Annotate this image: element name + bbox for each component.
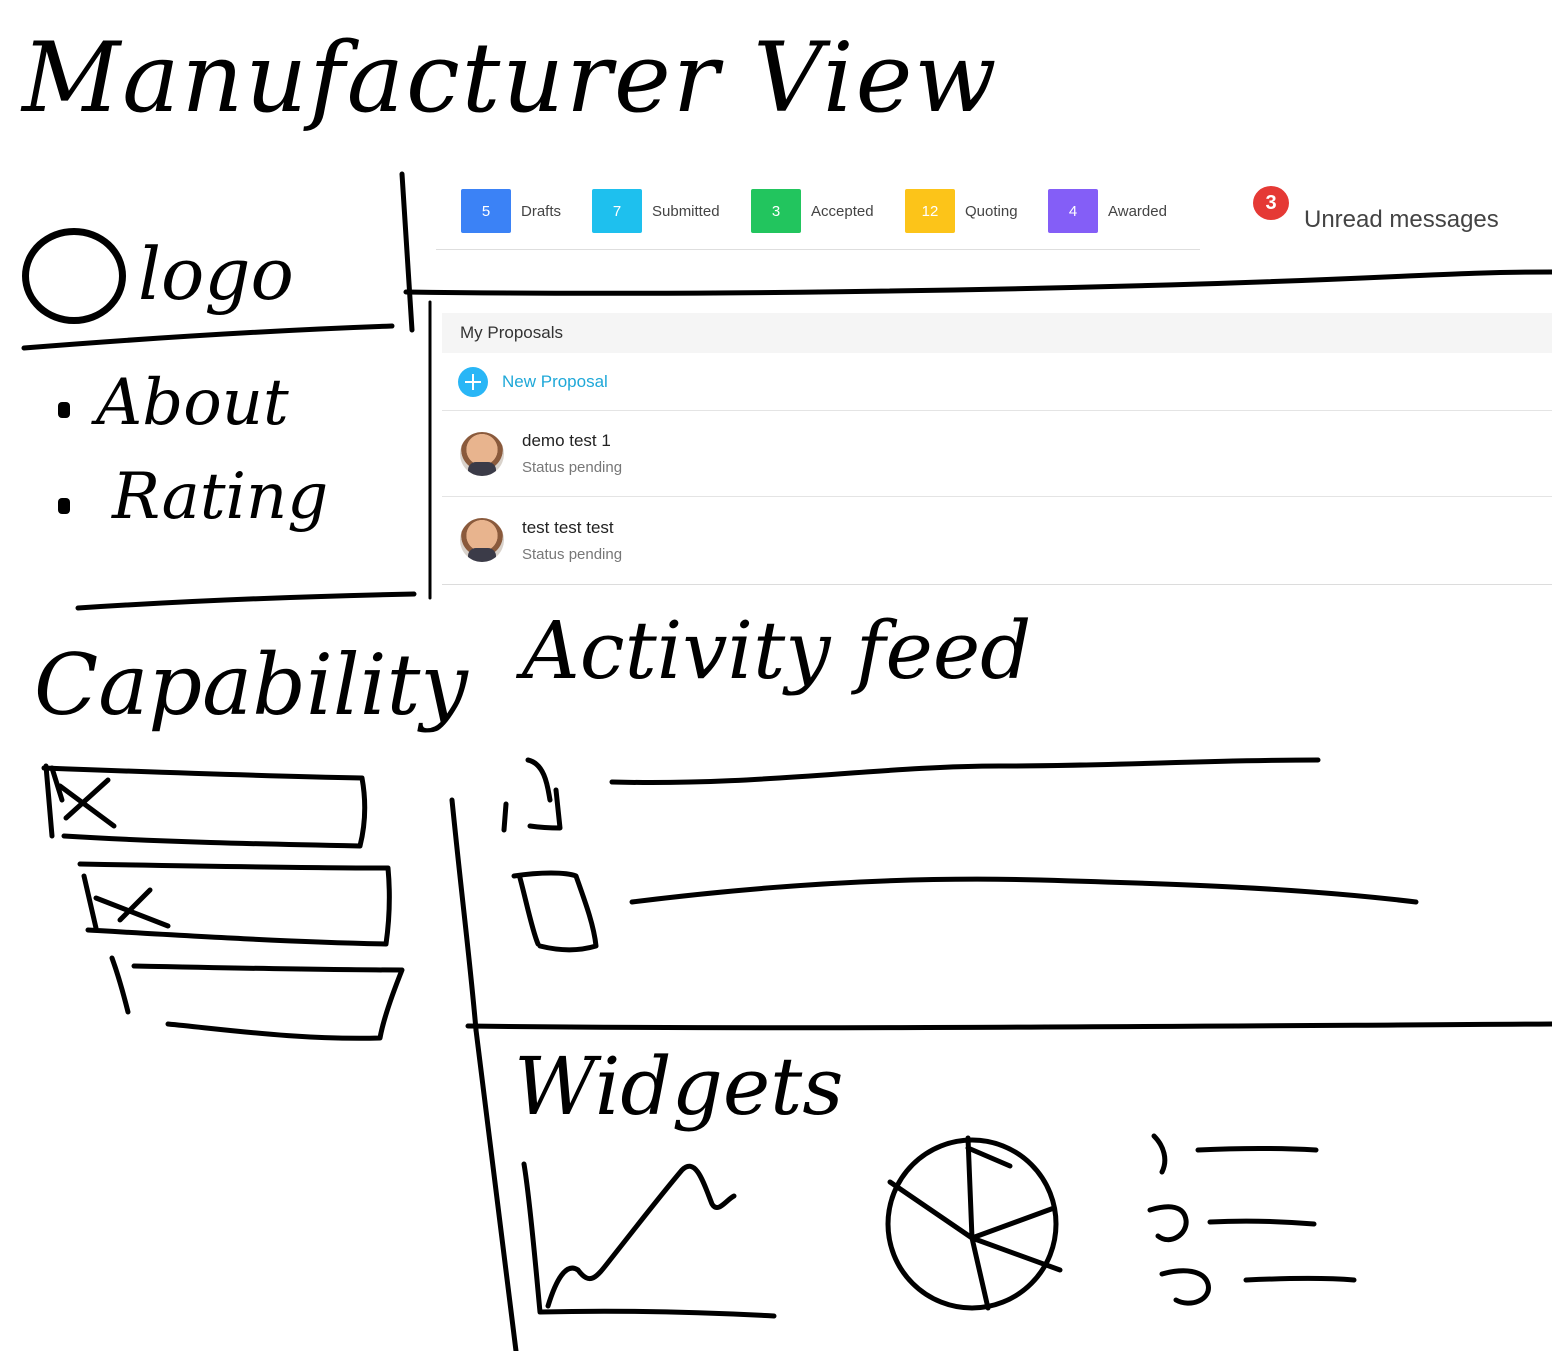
list-widget-item-2 — [1147, 1204, 1317, 1243]
sidebar-item-about[interactable]: About — [96, 366, 289, 440]
logo-underline — [21, 323, 395, 351]
capability-item-3 — [109, 955, 405, 1041]
status-accepted-label: Accepted — [811, 202, 874, 220]
proposal-row[interactable]: test test test Status pending — [442, 497, 1552, 583]
capability-item-1 — [41, 763, 368, 849]
sidebar-section-divider — [75, 591, 417, 611]
proposals-header: My Proposals — [442, 313, 1552, 353]
logo-circle-icon — [22, 228, 126, 324]
unread-count-badge: 3 — [1253, 186, 1289, 220]
pie-chart-widget — [885, 1135, 1063, 1311]
unread-messages-label: Unread messages — [1304, 206, 1499, 233]
unread-messages[interactable]: 3 Unread messages — [1253, 186, 1499, 234]
line-chart-widget — [521, 1161, 777, 1319]
status-accepted-count: 3 — [751, 189, 801, 233]
sidebar-item-rating[interactable]: Rating — [112, 460, 329, 534]
new-proposal-button[interactable]: New Proposal — [442, 353, 1552, 411]
status-drafts-count: 5 — [461, 189, 511, 233]
header-divider — [403, 269, 1552, 296]
avatar — [460, 518, 504, 562]
capability-item-2 — [77, 861, 392, 947]
proposal-title: test test test — [522, 517, 614, 537]
status-awarded-count: 4 — [1048, 189, 1098, 233]
capability-list — [41, 763, 405, 1041]
status-quoting[interactable]: 12 Quoting — [905, 189, 1018, 233]
status-awarded-label: Awarded — [1108, 202, 1167, 220]
status-drafts[interactable]: 5 Drafts — [461, 189, 561, 233]
status-accepted[interactable]: 3 Accepted — [751, 189, 874, 233]
feed-item-1-icon — [501, 757, 563, 833]
new-proposal-label: New Proposal — [502, 371, 608, 391]
widgets-title: Widgets — [514, 1040, 844, 1133]
widgets-divider — [465, 1021, 1552, 1031]
capability-item-2-check — [93, 887, 171, 929]
widgets-left-border — [473, 1027, 519, 1351]
status-drafts-label: Drafts — [521, 202, 562, 220]
list-widget-item-1 — [1151, 1133, 1319, 1175]
status-submitted-count: 7 — [592, 189, 642, 233]
bullet-icon — [58, 402, 70, 418]
proposal-status: Status pending — [522, 545, 623, 563]
feed-item-1-line — [609, 757, 1321, 786]
list-widget — [1147, 1133, 1357, 1306]
avatar — [460, 431, 504, 476]
status-quoting-label: Quoting — [965, 202, 1018, 220]
proposals-card: My Proposals New Proposal demo test 1 St… — [442, 313, 1552, 585]
activity-feed-title: Activity feed — [522, 604, 1032, 697]
status-quoting-count: 12 — [905, 189, 955, 233]
status-awarded[interactable]: 4 Awarded — [1048, 189, 1167, 233]
status-submitted-label: Submitted — [652, 202, 720, 220]
status-bar: 5 Drafts 7 Submitted 3 Accepted 12 Quoti… — [436, 173, 1200, 250]
line-chart-series — [545, 1163, 737, 1309]
plus-icon — [458, 366, 488, 397]
bullet-icon — [58, 498, 70, 514]
proposal-row[interactable]: demo test 1 Status pending — [442, 411, 1552, 497]
activity-left-border — [449, 797, 479, 1033]
line-chart-axes — [521, 1161, 777, 1319]
list-widget-item-3 — [1159, 1268, 1357, 1306]
page-title: Manufacturer View — [22, 22, 999, 134]
pie-chart-circle — [885, 1137, 1059, 1311]
status-submitted[interactable]: 7 Submitted — [592, 189, 720, 233]
feed-item-2-icon — [511, 870, 599, 953]
sidebar-divider — [399, 171, 415, 333]
proposal-title: demo test 1 — [522, 431, 611, 450]
logo[interactable]: logo — [138, 232, 294, 316]
capability-title: Capability — [34, 636, 468, 734]
capability-item-1-check — [49, 765, 117, 829]
feed-item-2-line — [629, 876, 1419, 905]
activity-feed-items — [501, 757, 1419, 953]
pie-chart-slices — [887, 1135, 1063, 1311]
proposal-status: Status pending — [522, 459, 623, 476]
